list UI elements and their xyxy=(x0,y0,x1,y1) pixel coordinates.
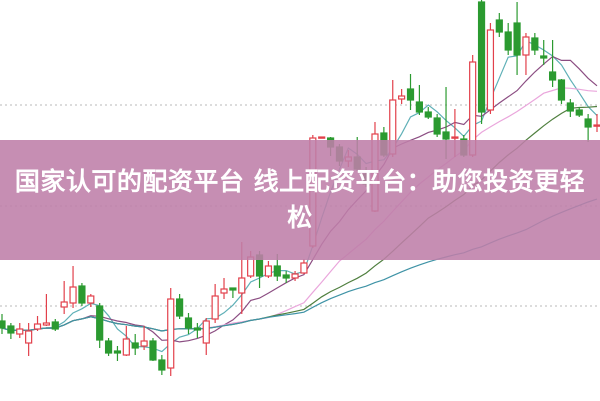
candle-down xyxy=(282,274,290,279)
candle-up xyxy=(238,277,246,294)
candle-down xyxy=(229,287,237,291)
candle-down xyxy=(513,22,521,56)
candle-down xyxy=(113,350,122,354)
candle-down xyxy=(504,31,512,51)
candle-up xyxy=(25,330,33,344)
candle-up xyxy=(291,273,299,279)
candle-up xyxy=(211,295,219,320)
candle-down xyxy=(7,325,15,334)
candle-down xyxy=(477,1,486,113)
candle-up xyxy=(140,340,148,347)
candle-up xyxy=(16,328,24,335)
candle-down xyxy=(104,340,113,354)
candle-up xyxy=(42,322,51,326)
candle-up xyxy=(33,323,42,330)
candle-up xyxy=(486,29,495,111)
candle-down xyxy=(184,317,193,329)
candle-up xyxy=(522,36,530,56)
candle-down xyxy=(584,118,592,128)
candle-down xyxy=(575,109,583,116)
candle-up xyxy=(300,262,308,274)
candle-down xyxy=(0,320,6,329)
candle-down xyxy=(149,340,157,361)
candle-down xyxy=(531,37,539,51)
candle-up xyxy=(264,265,273,277)
candle-down xyxy=(406,88,415,101)
candle-up xyxy=(398,95,406,100)
candle-down xyxy=(566,102,574,112)
candle-up xyxy=(167,298,175,369)
title-banner: 国家认可的配资平台 线上配资平台：助您投资更轻松 xyxy=(0,140,600,260)
candle-up xyxy=(451,136,459,139)
candle-down xyxy=(96,305,104,341)
candle-up xyxy=(60,301,68,308)
candle-up xyxy=(593,124,600,127)
candle-down xyxy=(495,19,503,33)
candle-down xyxy=(176,298,184,317)
candle-down xyxy=(442,131,450,140)
candle-down xyxy=(424,111,432,118)
candle-down xyxy=(540,55,548,59)
candle-up xyxy=(318,136,326,139)
candle-up xyxy=(69,286,77,304)
candle-down xyxy=(548,71,557,81)
candle-down xyxy=(273,265,281,277)
candle-down xyxy=(78,285,86,304)
candle-up xyxy=(220,288,228,294)
candle-down xyxy=(193,327,201,331)
candle-down xyxy=(557,79,566,101)
candle-down xyxy=(433,117,441,135)
candle-down xyxy=(51,321,59,330)
candle-down xyxy=(158,359,166,371)
candle-up xyxy=(122,338,130,356)
candle-down xyxy=(415,101,423,113)
candle-down xyxy=(131,342,139,349)
candle-up xyxy=(202,320,210,344)
article-title: 国家认可的配资平台 线上配资平台：助您投资更轻松 xyxy=(14,167,586,232)
candle-up xyxy=(87,295,95,304)
